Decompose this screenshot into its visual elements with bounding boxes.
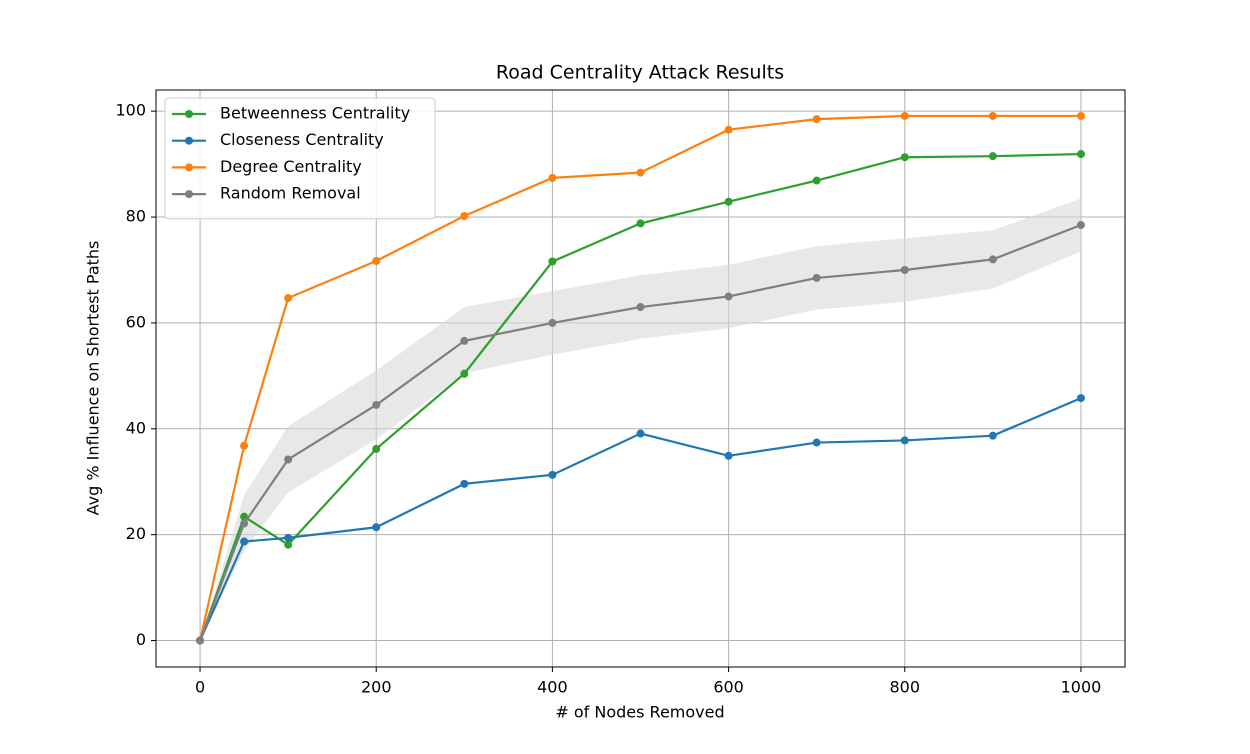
data-point bbox=[900, 436, 909, 445]
data-point bbox=[636, 429, 645, 438]
y-tick-label: 0 bbox=[136, 630, 146, 649]
chart-title: Road Centrality Attack Results bbox=[496, 62, 784, 84]
y-tick-label: 20 bbox=[126, 524, 146, 543]
data-point bbox=[988, 152, 997, 161]
series-line bbox=[199, 152, 1081, 641]
data-point bbox=[724, 292, 733, 301]
data-point bbox=[1076, 150, 1085, 159]
data-point bbox=[548, 470, 557, 479]
data-point bbox=[1076, 220, 1085, 229]
legend-label: Closeness Centrality bbox=[220, 130, 384, 149]
data-point bbox=[460, 211, 469, 220]
data-point bbox=[724, 125, 733, 134]
data-point bbox=[460, 369, 469, 378]
y-tick-label: 40 bbox=[126, 418, 146, 437]
series-line bbox=[198, 114, 1081, 641]
data-point bbox=[372, 400, 381, 409]
legend-label: Degree Centrality bbox=[220, 157, 362, 176]
data-point bbox=[900, 265, 909, 274]
data-point bbox=[1076, 111, 1085, 120]
y-tick-label: 100 bbox=[115, 101, 146, 120]
data-point bbox=[284, 455, 293, 464]
y-tick-label: 80 bbox=[126, 207, 146, 226]
legend-marker bbox=[185, 136, 193, 145]
data-point bbox=[812, 273, 821, 282]
confidence-band bbox=[200, 198, 1081, 641]
data-point bbox=[240, 519, 249, 528]
legend-label: Betweenness Centrality bbox=[220, 104, 410, 123]
data-point bbox=[460, 479, 469, 488]
series-line bbox=[199, 223, 1082, 641]
data-point bbox=[1076, 394, 1085, 403]
data-point bbox=[240, 441, 249, 450]
data-point bbox=[988, 431, 997, 440]
data-point bbox=[724, 451, 733, 460]
data-point bbox=[460, 336, 469, 345]
data-point bbox=[372, 444, 381, 453]
legend-box bbox=[164, 97, 436, 220]
x-tick-label: 0 bbox=[195, 678, 205, 697]
y-axis-label: Avg % Influence on Shortest Paths bbox=[84, 241, 103, 516]
data-point bbox=[284, 540, 293, 549]
legend-marker bbox=[185, 163, 193, 172]
data-point bbox=[812, 115, 821, 124]
data-point bbox=[636, 168, 645, 177]
data-point bbox=[636, 219, 645, 228]
data-point bbox=[988, 255, 997, 264]
x-tick-label: 800 bbox=[889, 678, 920, 697]
x-tick-label: 600 bbox=[713, 678, 744, 697]
data-point bbox=[240, 537, 249, 546]
x-tick-label: 200 bbox=[361, 678, 392, 697]
data-point bbox=[900, 111, 909, 120]
data-point bbox=[900, 153, 909, 162]
data-point bbox=[196, 636, 205, 645]
y-tick-label: 60 bbox=[126, 312, 146, 331]
data-point bbox=[636, 303, 645, 312]
data-point bbox=[548, 173, 557, 182]
data-point bbox=[548, 257, 557, 266]
x-tick-label: 1000 bbox=[1061, 678, 1102, 697]
data-point bbox=[284, 533, 293, 542]
data-point bbox=[988, 111, 997, 120]
legend-label: Random Removal bbox=[220, 184, 361, 203]
data-point bbox=[372, 523, 381, 532]
data-point bbox=[548, 318, 557, 327]
x-axis-label: # of Nodes Removed bbox=[555, 703, 724, 722]
data-point bbox=[240, 512, 249, 521]
data-point bbox=[284, 294, 293, 303]
legend-marker bbox=[185, 190, 193, 199]
series-line bbox=[199, 397, 1082, 641]
data-point bbox=[372, 256, 381, 265]
data-point bbox=[724, 197, 733, 206]
data-point bbox=[812, 176, 821, 185]
x-tick-label: 400 bbox=[537, 678, 568, 697]
legend-marker bbox=[185, 110, 193, 118]
plot-frame bbox=[155, 89, 1126, 668]
data-point bbox=[812, 438, 821, 447]
